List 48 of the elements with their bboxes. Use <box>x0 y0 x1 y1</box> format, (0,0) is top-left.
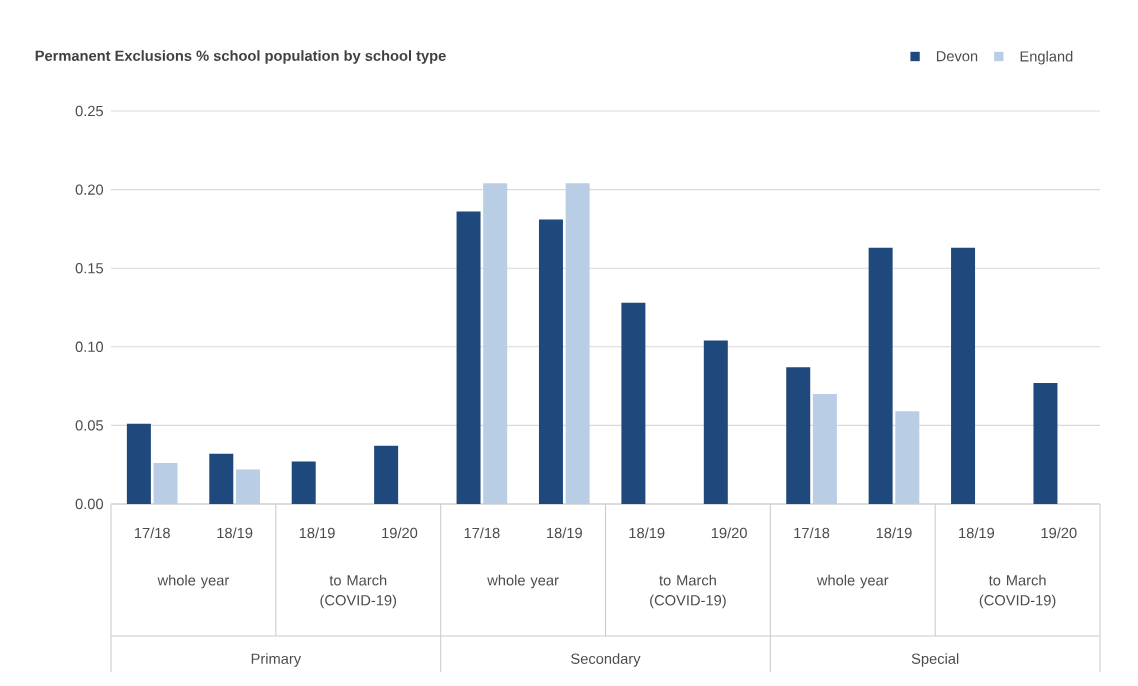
bar <box>621 302 646 504</box>
x-tick-label: 18/19 <box>959 527 995 539</box>
bar <box>126 423 151 504</box>
x-tick-label: 18/19 <box>876 527 912 539</box>
text: to March (COVID-19) <box>979 574 1056 609</box>
text: Special <box>911 653 959 667</box>
text: whole year <box>157 574 230 589</box>
text: whole year <box>487 574 559 589</box>
legend-label: England <box>1020 50 1073 65</box>
bar <box>483 183 508 504</box>
x-tick-label: 17/18 <box>134 527 170 539</box>
bar <box>812 393 837 504</box>
text: whole year <box>816 574 889 589</box>
text: Secondary <box>571 653 641 667</box>
bar <box>235 469 260 504</box>
x-tick-label: 17/18 <box>464 527 500 539</box>
x-tick-label: 18/19 <box>629 527 665 539</box>
text: to March (COVID-19) <box>650 574 726 609</box>
bar <box>951 247 976 504</box>
y-tick-label: 0.25 <box>75 105 103 117</box>
x-tick-label: 17/18 <box>794 527 830 539</box>
text: Primary <box>251 653 302 667</box>
x-tick-label: 19/20 <box>1041 527 1077 539</box>
x-tick-label: 18/19 <box>547 527 582 539</box>
y-tick-label: 0.00 <box>75 498 104 510</box>
bar <box>209 453 234 504</box>
chart-title: Permanent Exclusions % school population by school type <box>35 50 446 64</box>
bar <box>153 463 178 504</box>
bar <box>538 219 563 504</box>
y-tick-label: 0.10 <box>75 341 104 352</box>
bar <box>565 183 590 504</box>
bar <box>895 411 920 504</box>
y-tick-label: 0.15 <box>75 263 103 274</box>
x-tick-label: 19/20 <box>711 527 747 539</box>
x-tick-label: 19/20 <box>382 527 418 539</box>
bar <box>374 445 399 504</box>
text: to March (COVID-19) <box>320 574 397 609</box>
bar <box>703 340 728 504</box>
y-tick-label: 0.20 <box>75 184 104 195</box>
bar <box>786 367 811 504</box>
bar <box>291 461 316 504</box>
y-tick-label: 0.05 <box>75 420 103 431</box>
legend-label: Devon <box>936 51 978 62</box>
x-tick-label: 18/19 <box>217 527 253 539</box>
x-tick-label: 18/19 <box>299 527 335 539</box>
bar <box>456 211 481 504</box>
bar <box>1033 382 1058 504</box>
bar <box>868 247 893 504</box>
